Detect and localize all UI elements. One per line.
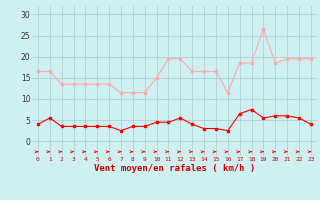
X-axis label: Vent moyen/en rafales ( km/h ): Vent moyen/en rafales ( km/h ) [94, 164, 255, 173]
